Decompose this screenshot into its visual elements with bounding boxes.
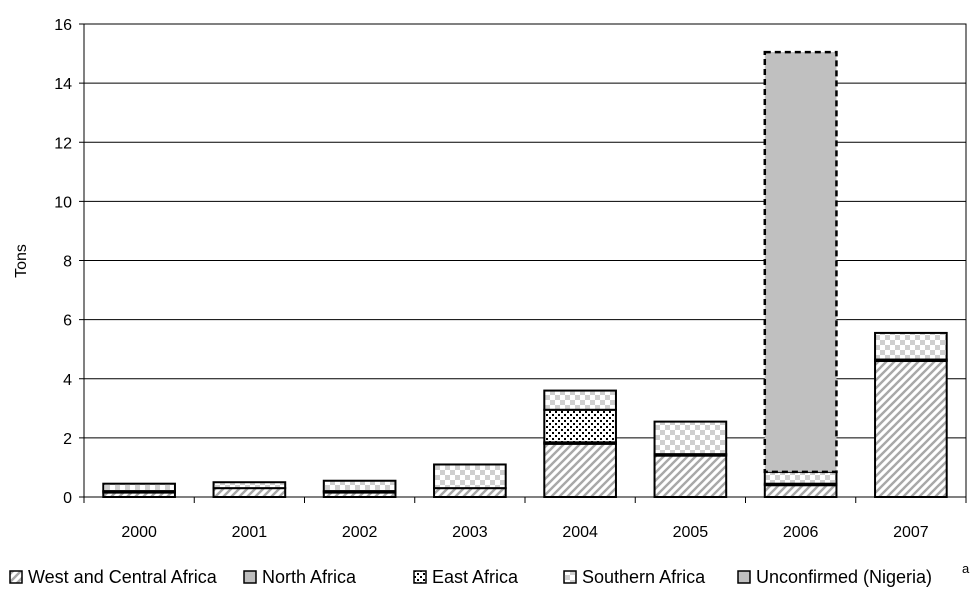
- bar-segment: [763, 470, 838, 485]
- bar-segment: [322, 479, 397, 493]
- bar-segment: [543, 442, 617, 499]
- y-tick-label: 12: [54, 135, 72, 152]
- y-tick-label: 6: [63, 313, 72, 330]
- x-tick-label: 2005: [673, 524, 709, 541]
- x-tick-label: 2002: [342, 524, 378, 541]
- legend-swatch: [737, 570, 751, 584]
- legend-swatch: [9, 570, 23, 584]
- legend-label: Southern Africa: [582, 567, 706, 587]
- legend-swatch: [413, 570, 427, 584]
- y-tick-label: 14: [54, 76, 72, 93]
- bar-segment: [102, 482, 176, 493]
- x-tick-label: 2000: [121, 524, 157, 541]
- bar-segment: [433, 463, 507, 490]
- bar-segment: [763, 50, 838, 474]
- legend-label: Unconfirmed (Nigeria): [756, 567, 932, 587]
- bar-segment: [433, 487, 507, 499]
- y-tick-label: 0: [63, 490, 72, 507]
- bar-segment: [212, 487, 287, 499]
- y-tick-label: 10: [54, 194, 72, 211]
- x-tick-label: 2004: [562, 524, 598, 541]
- legend-label: West and Central Africa: [28, 567, 218, 587]
- y-tick-label: 8: [63, 254, 72, 271]
- bar-segment: [543, 389, 617, 411]
- bar-segment: [874, 331, 948, 361]
- y-tick-label: 2: [63, 431, 72, 448]
- legend-swatch: [243, 570, 257, 584]
- x-tick-label: 2006: [783, 524, 819, 541]
- bars: [102, 50, 948, 499]
- x-tick-label: 2001: [232, 524, 268, 541]
- bar-segment: [874, 360, 948, 499]
- y-tick-label: 16: [54, 17, 72, 34]
- legend-label: North Africa: [262, 567, 357, 587]
- legend-footnote: a: [962, 561, 970, 576]
- legend-label: East Africa: [432, 567, 519, 587]
- bar-segment: [543, 408, 617, 444]
- legend: West and Central Africa North Africa East …: [9, 561, 970, 587]
- bar-segment: [653, 454, 728, 498]
- bar-segment: [763, 484, 838, 498]
- y-tick-label: 4: [63, 372, 72, 389]
- bar-segment: [653, 420, 728, 456]
- x-tick-label: 2003: [452, 524, 488, 541]
- y-axis-title: Tons: [13, 244, 30, 278]
- legend-swatch: [563, 570, 577, 584]
- bar-segment: [212, 481, 287, 490]
- x-tick-label: 2007: [893, 524, 929, 541]
- axes: 0 2 4 6 8 10 12 14 16 2000 2001 2002 2003 2004 2005 200…: [54, 17, 967, 541]
